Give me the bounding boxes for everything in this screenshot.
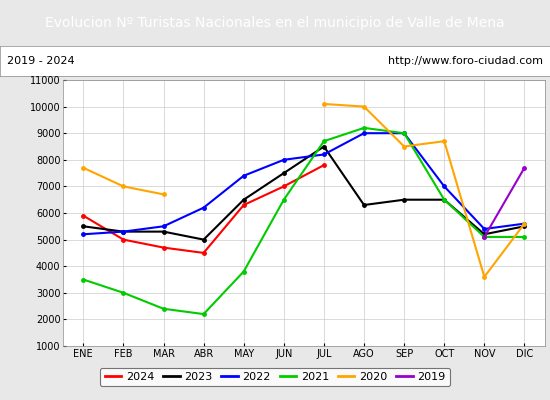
Legend: 2024, 2023, 2022, 2021, 2020, 2019: 2024, 2023, 2022, 2021, 2020, 2019 [100,368,450,386]
Text: http://www.foro-ciudad.com: http://www.foro-ciudad.com [388,56,543,66]
Text: Evolucion Nº Turistas Nacionales en el municipio de Valle de Mena: Evolucion Nº Turistas Nacionales en el m… [45,16,505,30]
Text: 2019 - 2024: 2019 - 2024 [7,56,74,66]
